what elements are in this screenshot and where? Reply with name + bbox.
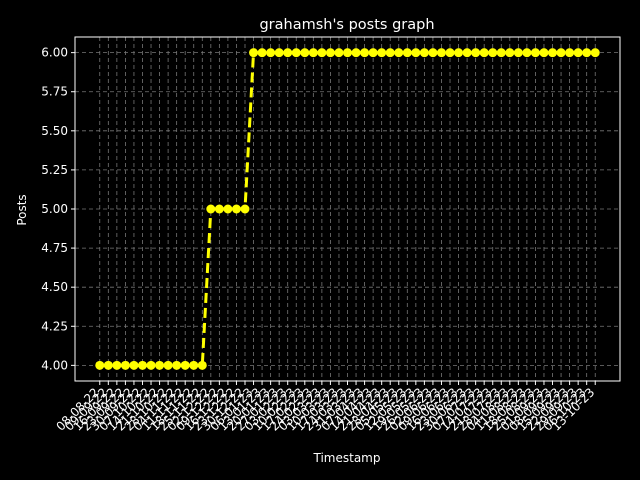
point: [343, 48, 352, 58]
point: [419, 48, 429, 58]
point: [197, 360, 207, 370]
point: [428, 48, 438, 58]
point: [274, 48, 284, 58]
plot-frame: [74, 36, 621, 382]
y-tick-label: 4.50: [41, 280, 68, 294]
point: [231, 204, 241, 214]
point: [368, 48, 378, 58]
point: [496, 48, 506, 58]
point: [266, 48, 276, 58]
point: [112, 360, 122, 370]
point: [137, 360, 147, 370]
y-tick-label: 5.25: [41, 163, 68, 177]
y-tick-label: 4.75: [41, 241, 68, 255]
point: [351, 48, 361, 58]
y-tick-label: 5.75: [41, 85, 68, 99]
point: [103, 360, 113, 370]
point: [445, 48, 455, 58]
point: [530, 48, 540, 58]
point: [548, 48, 558, 58]
point: [308, 48, 318, 58]
point: [488, 48, 498, 58]
point: [129, 360, 139, 370]
point: [325, 48, 335, 58]
x-axis-label: Timestamp: [313, 451, 381, 465]
y-tick-label: 4.00: [41, 358, 68, 372]
y-tick-label: 4.25: [41, 319, 68, 333]
point: [146, 360, 156, 370]
point: [590, 48, 600, 58]
point: [206, 204, 216, 214]
point: [214, 204, 224, 214]
point: [291, 48, 301, 58]
point: [394, 48, 404, 58]
point: [189, 360, 199, 370]
point: [95, 360, 105, 370]
point: [539, 48, 549, 58]
point: [377, 48, 387, 58]
point: [402, 48, 412, 58]
point: [505, 48, 515, 58]
point: [522, 48, 532, 58]
point: [385, 48, 395, 58]
point: [180, 360, 190, 370]
point: [317, 48, 327, 58]
point: [436, 48, 446, 58]
point: [223, 204, 233, 214]
point: [454, 48, 464, 58]
point: [120, 360, 130, 370]
point: [479, 48, 489, 58]
point: [573, 48, 583, 58]
point: [513, 48, 523, 58]
point: [360, 48, 370, 58]
y-tick-label: 5.50: [41, 124, 68, 138]
point: [471, 48, 481, 58]
y-axis-label: Posts: [15, 194, 29, 225]
point: [163, 360, 173, 370]
point: [172, 360, 182, 370]
point: [300, 48, 310, 58]
point: [240, 204, 250, 214]
chart-title: grahamsh's posts graph: [259, 17, 434, 33]
point: [462, 48, 472, 58]
point: [257, 48, 267, 58]
point: [283, 48, 293, 58]
point: [249, 48, 259, 58]
point: [556, 48, 566, 58]
point: [411, 48, 421, 58]
y-tick-label: 5.00: [41, 202, 68, 216]
point: [582, 48, 592, 58]
point: [334, 48, 344, 58]
point: [565, 48, 575, 58]
point: [155, 360, 165, 370]
y-tick-label: 6.00: [41, 46, 68, 60]
